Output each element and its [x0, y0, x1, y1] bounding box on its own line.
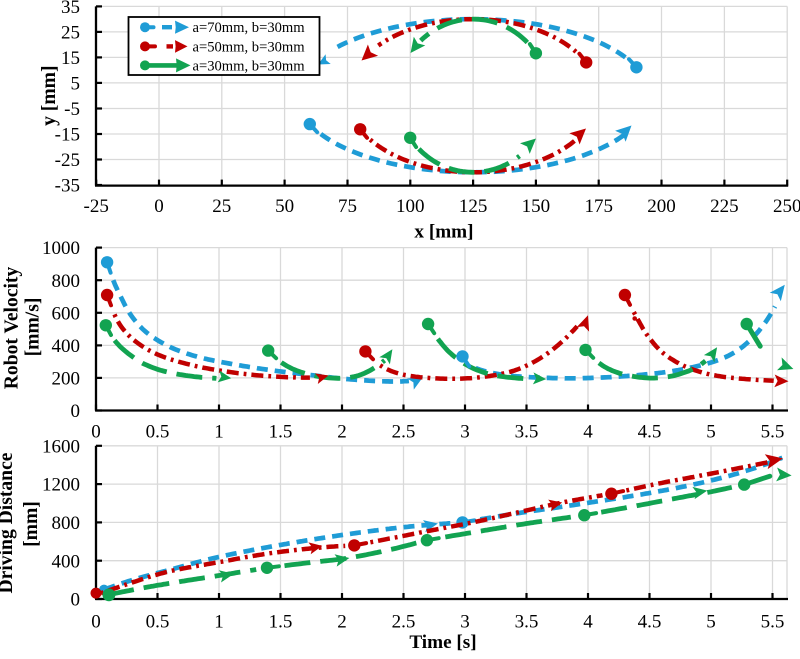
- svg-text:200: 200: [647, 196, 676, 217]
- svg-text:-5: -5: [64, 99, 80, 120]
- svg-text:3.5: 3.5: [515, 422, 539, 443]
- svg-text:400: 400: [52, 336, 81, 357]
- svg-text:3: 3: [460, 422, 470, 443]
- svg-text:0.5: 0.5: [146, 422, 170, 443]
- svg-text:2.5: 2.5: [392, 611, 416, 632]
- svg-text:0: 0: [71, 401, 81, 422]
- svg-text:1200: 1200: [42, 475, 80, 496]
- svg-text:1.5: 1.5: [269, 422, 293, 443]
- svg-text:1: 1: [214, 611, 224, 632]
- svg-text:15: 15: [61, 48, 80, 69]
- svg-text:2.5: 2.5: [392, 422, 416, 443]
- svg-text:175: 175: [584, 196, 613, 217]
- svg-text:225: 225: [710, 196, 739, 217]
- svg-text:250: 250: [773, 196, 800, 217]
- svg-text:1000: 1000: [42, 238, 80, 259]
- svg-text:a=50mm, b=30mm: a=50mm, b=30mm: [193, 39, 306, 55]
- svg-text:35: 35: [61, 0, 80, 18]
- svg-text:[mm]: [mm]: [21, 501, 42, 547]
- svg-text:800: 800: [52, 513, 81, 534]
- svg-text:0: 0: [91, 611, 101, 632]
- svg-text:150: 150: [522, 196, 551, 217]
- svg-text:75: 75: [338, 196, 357, 217]
- svg-text:5.5: 5.5: [761, 611, 785, 632]
- svg-text:-35: -35: [55, 176, 80, 197]
- svg-text:5: 5: [71, 74, 81, 95]
- svg-text:4.5: 4.5: [638, 422, 662, 443]
- svg-text:25: 25: [61, 23, 80, 44]
- svg-text:5: 5: [706, 611, 716, 632]
- svg-text:4: 4: [583, 422, 593, 443]
- svg-text:0.5: 0.5: [146, 611, 170, 632]
- svg-text:y [mm]: y [mm]: [39, 66, 60, 126]
- svg-text:1: 1: [214, 422, 224, 443]
- svg-text:-25: -25: [84, 196, 109, 217]
- svg-text:-25: -25: [55, 150, 80, 171]
- svg-text:3: 3: [460, 611, 470, 632]
- svg-text:Time [s]: Time [s]: [409, 632, 476, 653]
- svg-text:4.5: 4.5: [638, 611, 662, 632]
- svg-text:2: 2: [337, 611, 347, 632]
- svg-text:50: 50: [275, 196, 294, 217]
- svg-text:0: 0: [71, 590, 81, 611]
- svg-text:600: 600: [52, 303, 81, 324]
- svg-text:Robot Velocity: Robot Velocity: [2, 267, 23, 390]
- svg-text:25: 25: [212, 196, 231, 217]
- svg-text:800: 800: [52, 271, 81, 292]
- svg-text:[mm/s]: [mm/s]: [23, 298, 44, 357]
- svg-text:5: 5: [706, 422, 716, 443]
- svg-text:4: 4: [583, 611, 593, 632]
- svg-text:200: 200: [52, 369, 81, 390]
- svg-text:a=30mm, b=30mm: a=30mm, b=30mm: [193, 58, 306, 74]
- svg-text:0: 0: [154, 196, 164, 217]
- svg-text:3.5: 3.5: [515, 611, 539, 632]
- svg-text:1600: 1600: [42, 436, 80, 457]
- svg-text:2: 2: [337, 422, 347, 443]
- svg-text:a=70mm, b=30mm: a=70mm, b=30mm: [193, 20, 306, 36]
- svg-text:5.5: 5.5: [761, 422, 785, 443]
- svg-text:0: 0: [91, 422, 101, 443]
- svg-text:x [mm]: x [mm]: [414, 222, 473, 243]
- svg-text:400: 400: [52, 551, 81, 572]
- svg-text:Driving Distance: Driving Distance: [0, 452, 17, 593]
- svg-text:-15: -15: [55, 125, 80, 146]
- svg-text:125: 125: [459, 196, 488, 217]
- svg-text:1.5: 1.5: [269, 611, 293, 632]
- svg-text:100: 100: [396, 196, 425, 217]
